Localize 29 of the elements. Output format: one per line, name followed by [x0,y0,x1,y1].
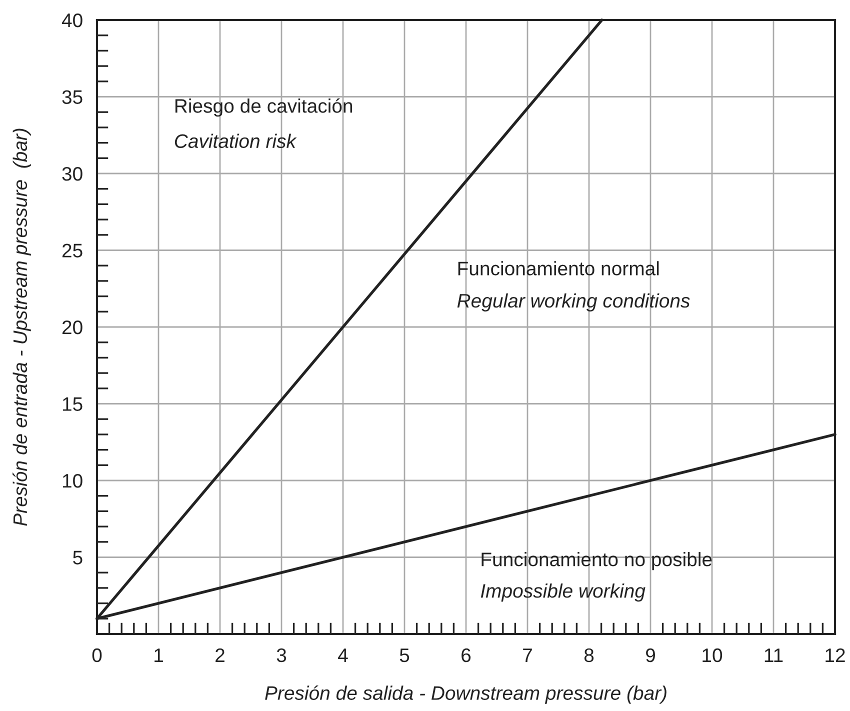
x-tick-label: 8 [584,648,594,662]
y-tick-label: 40 [62,13,82,28]
annotation: Funcionamiento no posible [482,552,712,570]
annotation: Riesgo de cavitación [175,98,352,117]
y-tick-label: 30 [62,166,82,181]
x-tick-label: 3 [276,648,286,662]
annotation: Funcionamiento normal [458,261,659,276]
x-tick-label: 7 [523,648,532,662]
y-tick-label: 20 [62,320,82,334]
x-tick-label: 1 [154,648,163,662]
x-tick-label: 4 [338,648,348,662]
y-tick-label: 25 [62,244,82,258]
x-tick-label: 2 [216,648,224,662]
x-tick-label: 10 [702,648,722,662]
y-axis-title: Presión de entrada - Upstream pressure (bar) [12,128,31,526]
y-tick-label: 35 [62,90,82,104]
x-tick-label: 6 [462,648,471,662]
x-tick-label: 5 [400,648,410,662]
annotation: Regular working conditions [457,293,690,312]
annotation: Cavitation risk [174,134,297,148]
annotation: Impossible working [480,583,646,602]
x-tick-label: 9 [646,648,655,662]
x-axis-title: Presión de salida - Downstream pressure (bar) [265,685,666,704]
x-tick-label: 0 [92,648,102,662]
y-tick-label: 10 [62,474,82,488]
y-tick-label: 5 [73,550,82,564]
x-tick-label: 11 [764,648,783,662]
y-tick-label: 15 [62,397,82,411]
x-tick-label: 12 [826,648,845,662]
